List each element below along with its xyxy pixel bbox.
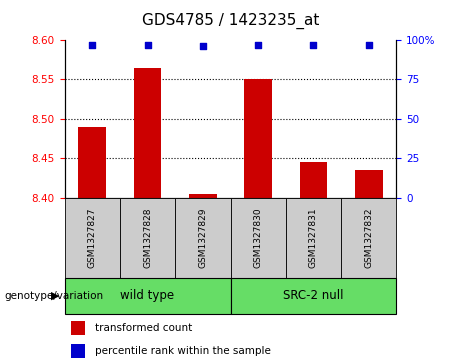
Bar <box>71 344 85 358</box>
Text: GSM1327830: GSM1327830 <box>254 207 263 268</box>
Bar <box>244 79 272 198</box>
Text: GSM1327828: GSM1327828 <box>143 208 152 268</box>
Point <box>144 42 151 48</box>
Bar <box>230 198 286 278</box>
Text: GSM1327832: GSM1327832 <box>364 208 373 268</box>
Point <box>310 42 317 48</box>
Bar <box>65 198 120 278</box>
Text: transformed count: transformed count <box>95 323 192 333</box>
Bar <box>120 198 175 278</box>
Bar <box>189 194 217 198</box>
Bar <box>175 198 230 278</box>
Text: ▶: ▶ <box>52 291 60 301</box>
Point <box>254 42 262 48</box>
Point <box>89 42 96 48</box>
Text: GDS4785 / 1423235_at: GDS4785 / 1423235_at <box>142 13 319 29</box>
Text: genotype/variation: genotype/variation <box>5 291 104 301</box>
Bar <box>78 127 106 198</box>
Bar <box>65 278 230 314</box>
Text: wild type: wild type <box>120 289 175 302</box>
Text: GSM1327829: GSM1327829 <box>198 208 207 268</box>
Bar <box>341 198 396 278</box>
Bar <box>286 198 341 278</box>
Bar <box>71 321 85 335</box>
Point <box>199 43 207 49</box>
Text: GSM1327827: GSM1327827 <box>88 208 97 268</box>
Bar <box>300 162 327 198</box>
Bar <box>355 170 383 198</box>
Bar <box>134 68 161 198</box>
Point <box>365 42 372 48</box>
Text: SRC-2 null: SRC-2 null <box>283 289 344 302</box>
Text: GSM1327831: GSM1327831 <box>309 207 318 268</box>
Bar <box>230 278 396 314</box>
Text: percentile rank within the sample: percentile rank within the sample <box>95 346 271 356</box>
